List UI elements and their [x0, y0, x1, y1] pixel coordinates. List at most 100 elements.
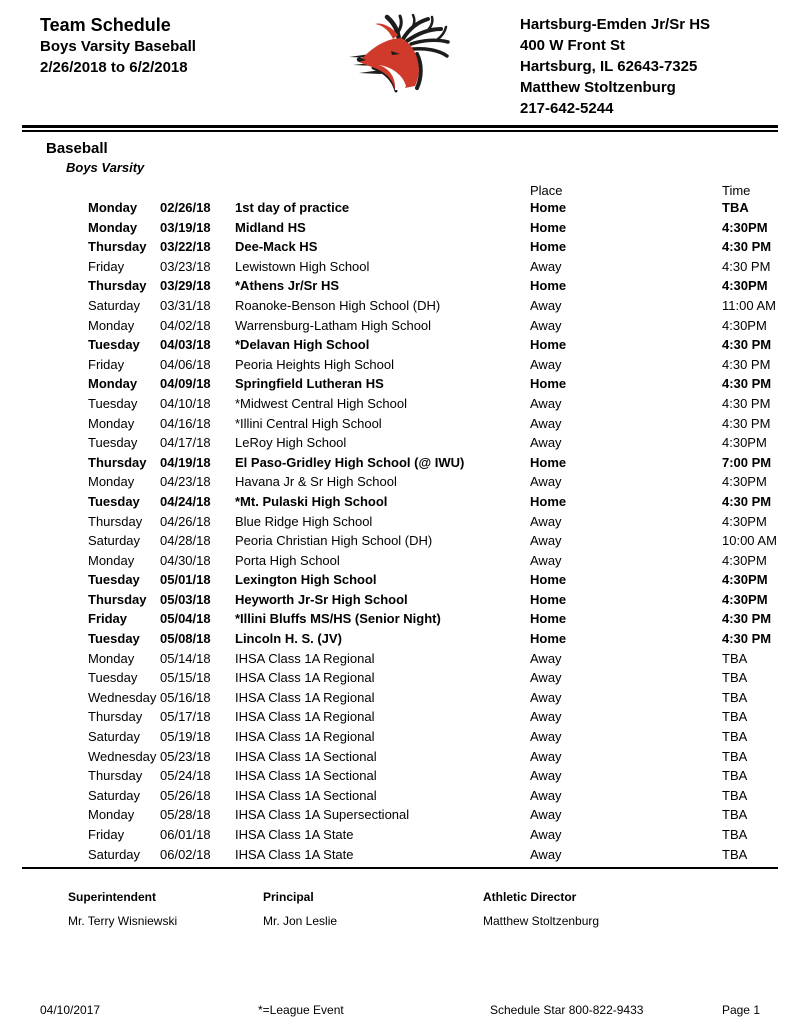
game-place: Away [530, 258, 562, 274]
game-day: Monday [88, 219, 138, 235]
game-place: Away [530, 435, 562, 451]
game-time: 4:30PM [722, 278, 768, 294]
game-time: 4:30 PM [722, 239, 772, 255]
sport-heading: Baseball [46, 140, 108, 157]
game-place: Away [530, 827, 562, 842]
game-opponent: *Midwest Central High School [235, 395, 407, 411]
game-date: 05/28/18 [160, 807, 211, 823]
game-row: Tuesday 04/03/18 *Delavan High School Ho… [88, 335, 771, 355]
game-date: 03/19/18 [160, 219, 211, 235]
game-opponent: Midland HS [235, 219, 306, 235]
team-level-heading: Boys Varsity [66, 160, 145, 175]
game-day: Tuesday [88, 337, 140, 353]
game-opponent: Lincoln H. S. (JV) [235, 631, 342, 647]
game-opponent: IHSA Class 1A State [235, 846, 354, 862]
game-opponent: Heyworth Jr-Sr High School [235, 591, 408, 607]
game-place: Home [530, 219, 567, 235]
game-opponent: IHSA Class 1A State [235, 827, 354, 842]
team-subtitle: Boys Varsity Baseball [40, 38, 196, 55]
personnel-name: Mr. Jon Leslie [263, 914, 338, 929]
game-place: Away [530, 807, 562, 823]
game-opponent: Peoria Heights High School [235, 356, 394, 372]
game-day: Thursday [88, 278, 147, 294]
game-opponent: IHSA Class 1A Regional [235, 729, 375, 745]
game-row: Wednesday 05/16/18 IHSA Class 1A Regiona… [88, 688, 760, 708]
game-date: 05/04/18 [160, 611, 211, 627]
personnel-section: Superintendent Mr. Terry Wisniewski Prin… [68, 890, 760, 928]
game-row: Monday 04/30/18 Porta High School Away 4… [88, 551, 767, 571]
game-date: 03/23/18 [160, 258, 211, 274]
school-phone: 217-642-5244 [520, 100, 614, 117]
game-day: Thursday [88, 709, 143, 725]
game-day: Monday [88, 415, 135, 431]
game-opponent: Lexington High School [235, 572, 377, 588]
game-opponent: IHSA Class 1A Sectional [235, 748, 377, 764]
footer-page-number: Page 1 [721, 1003, 760, 1017]
game-day: Thursday [88, 591, 147, 607]
game-day: Monday [88, 807, 135, 823]
game-row: Thursday 03/29/18 *Athens Jr/Sr HS Home … [88, 276, 768, 296]
game-place: Away [530, 513, 562, 529]
game-opponent: El Paso-Gridley High School (@ IWU) [235, 454, 465, 470]
game-row: Friday 03/23/18 Lewistown High School Aw… [88, 257, 770, 277]
game-row: Thursday 05/17/18 IHSA Class 1A Regional… [88, 707, 760, 727]
game-row: Tuesday 05/15/18 IHSA Class 1A Regional … [88, 668, 760, 688]
game-opponent: *Mt. Pulaski High School [235, 493, 388, 509]
game-opponent: Roanoke-Benson High School (DH) [235, 297, 441, 313]
game-date: 04/30/18 [160, 552, 211, 568]
game-place: Away [530, 670, 562, 686]
game-day: Monday [88, 474, 135, 490]
game-opponent: Lewistown High School [235, 258, 370, 274]
game-row: Saturday 04/28/18 Peoria Christian High … [88, 531, 777, 551]
schedule-table: Place Time Monday 02/26/18 1st day of pr… [88, 184, 777, 865]
game-date: 04/17/18 [160, 435, 211, 451]
game-day: Tuesday [88, 572, 140, 588]
personnel-title: Superintendent [68, 890, 157, 905]
game-date: 04/23/18 [160, 474, 211, 490]
col-day [88, 184, 160, 198]
game-row: Saturday 05/19/18 IHSA Class 1A Regional… [88, 727, 760, 747]
game-day: Monday [88, 200, 138, 215]
game-date: 04/10/18 [160, 395, 211, 411]
game-place: Away [530, 474, 562, 490]
game-date: 04/06/18 [160, 356, 211, 372]
game-place: Home [530, 631, 567, 647]
game-time: TBA [722, 709, 748, 725]
game-place: Away [530, 533, 562, 549]
game-day: Wednesday [88, 748, 157, 764]
game-row: Thursday 04/19/18 El Paso-Gridley High S… [88, 453, 771, 473]
game-day: Saturday [88, 846, 141, 862]
game-time: 4:30PM [722, 317, 767, 333]
game-time: TBA [722, 650, 748, 666]
game-row: Tuesday 04/17/18 LeRoy High School Away … [88, 433, 767, 453]
game-place: Away [530, 689, 562, 705]
game-opponent: *Illini Central High School [235, 415, 382, 431]
game-time: TBA [722, 689, 748, 705]
game-opponent: IHSA Class 1A Sectional [235, 787, 377, 803]
game-time: 7:00 PM [722, 454, 772, 470]
game-row: Thursday 03/22/18 Dee-Mack HS Home 4:30 … [88, 237, 771, 257]
game-place: Away [530, 356, 562, 372]
game-place: Away [530, 317, 562, 333]
personnel-entry: Principal Mr. Jon Leslie [263, 890, 483, 928]
personnel-entry: Athletic Director Matthew Stoltzenburg [483, 890, 760, 928]
game-opponent: Dee-Mack HS [235, 239, 318, 255]
game-date: 05/19/18 [160, 729, 211, 745]
game-time: TBA [722, 768, 748, 784]
game-day: Saturday [88, 729, 141, 745]
game-day: Thursday [88, 768, 143, 784]
game-row: Saturday 06/02/18 IHSA Class 1A State Aw… [88, 845, 760, 865]
game-date: 04/03/18 [160, 337, 211, 353]
game-row: Monday 05/14/18 IHSA Class 1A Regional A… [88, 649, 760, 669]
game-row: Monday 04/09/18 Springfield Lutheran HS … [88, 374, 771, 394]
game-opponent: IHSA Class 1A Regional [235, 650, 375, 666]
game-day: Tuesday [88, 631, 140, 647]
game-opponent: Porta High School [235, 552, 340, 568]
game-row: Friday 06/01/18 IHSA Class 1A State Away… [88, 825, 760, 845]
game-opponent: 1st day of practice [235, 200, 350, 215]
game-time: 4:30 PM [722, 611, 772, 627]
game-time: 4:30 PM [722, 493, 772, 509]
game-time: 4:30 PM [722, 631, 772, 647]
game-day: Tuesday [88, 435, 138, 451]
